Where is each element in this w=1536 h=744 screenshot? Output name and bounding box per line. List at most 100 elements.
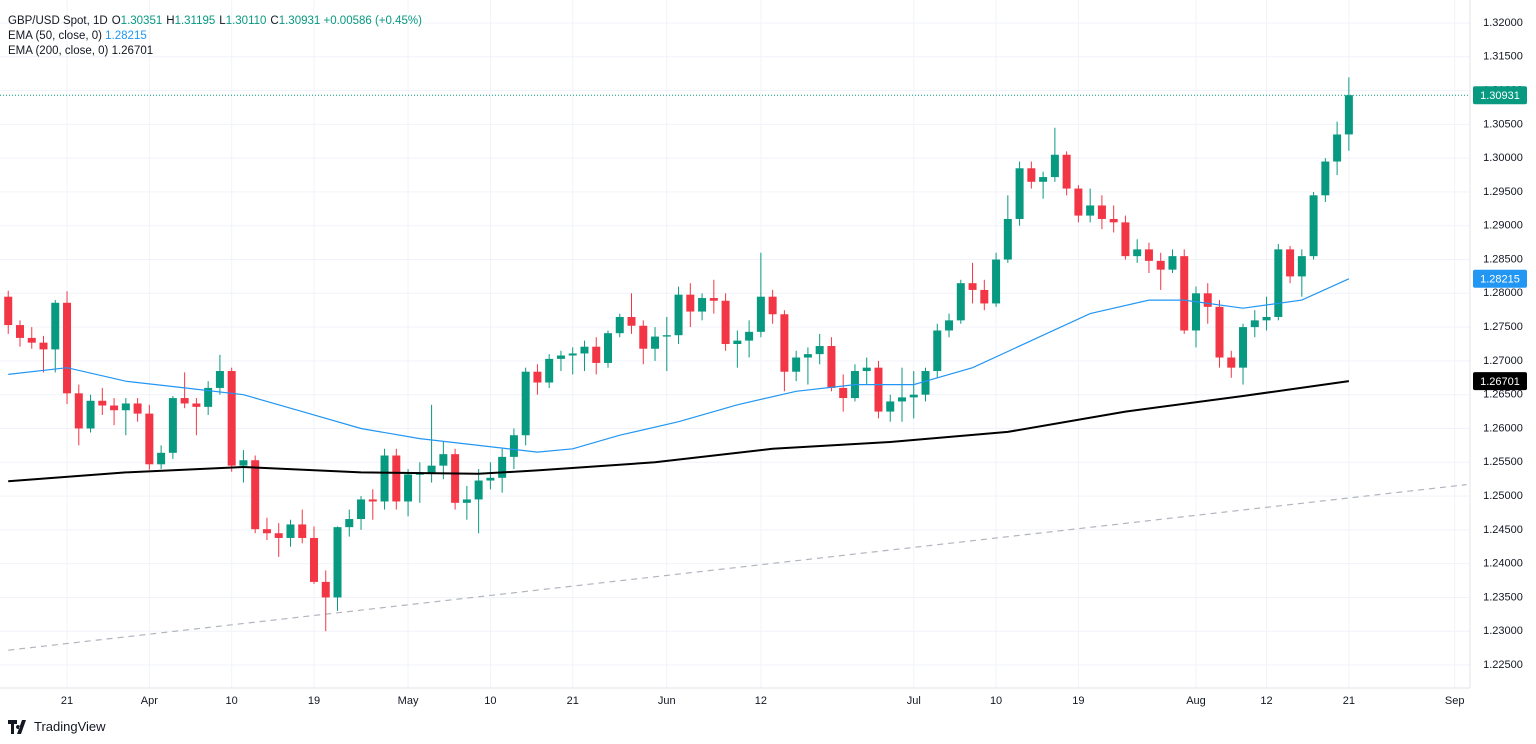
candle-body: [486, 477, 495, 481]
legend-ema-50: EMA (50, close, 0) 1.28215: [8, 29, 422, 44]
x-tick-label: 10: [990, 695, 1002, 707]
y-tick-label: 1.25000: [1483, 490, 1523, 502]
ohlc-value: 1.31195: [174, 15, 216, 27]
ema-badge: [1473, 269, 1527, 288]
change: +0.00586 (+0.45%): [323, 15, 422, 27]
y-tick-label: 1.29000: [1483, 220, 1523, 232]
candle-body: [157, 452, 166, 465]
candle-body: [1297, 256, 1306, 277]
candle-body: [345, 519, 354, 528]
x-tick-label: Jun: [658, 695, 676, 707]
price-badge-label: 1.30931: [1480, 90, 1520, 102]
candle-body: [1144, 249, 1153, 261]
ohlc-key: C: [270, 15, 279, 27]
candle-body: [86, 400, 95, 429]
candle-body: [1227, 357, 1236, 368]
x-tick-label: May: [398, 695, 419, 707]
ohlc-key: O: [111, 15, 121, 27]
candle-body: [239, 460, 248, 466]
candle-body: [756, 296, 765, 332]
candle-body: [180, 398, 189, 404]
candle-body: [862, 367, 871, 372]
candle-body: [251, 460, 260, 530]
candle-body: [474, 480, 483, 500]
candle-body: [651, 336, 660, 349]
y-tick-label: 1.23500: [1483, 591, 1523, 603]
y-tick-label: 1.25500: [1483, 456, 1523, 468]
ema-line: [8, 380, 1350, 483]
candle-body: [1215, 306, 1224, 358]
candle-body: [39, 342, 48, 350]
legend: GBP/USD Spot, 1D O1.30351 H1.31195 L1.30110…: [8, 14, 422, 59]
y-tick-label: 1.30500: [1483, 118, 1523, 130]
x-tick-label: 10: [226, 695, 238, 707]
candle-body: [215, 371, 224, 388]
candle-body: [933, 330, 942, 372]
candle-body: [1321, 161, 1330, 196]
candle-body: [662, 335, 671, 337]
candle-body: [1274, 249, 1283, 317]
candle-body: [121, 403, 130, 411]
candle-body: [886, 401, 895, 412]
candle-body: [309, 537, 318, 582]
candle-body: [745, 331, 754, 341]
candle-body: [545, 358, 554, 383]
candle-body: [792, 357, 801, 372]
candle-body: [404, 474, 413, 502]
candle-body: [192, 403, 201, 407]
candle-body: [1027, 168, 1036, 182]
y-tick-label: 1.30000: [1483, 152, 1523, 164]
candle-body: [956, 283, 965, 321]
candle-body: [1203, 293, 1212, 307]
y-tick-label: 1.32000: [1483, 17, 1523, 29]
symbol: GBP/USD Spot, 1D: [8, 15, 108, 27]
ema-name: EMA (50, close, 0): [8, 30, 102, 42]
candle-body: [803, 354, 812, 358]
candle-body: [686, 294, 695, 312]
candle-body: [603, 333, 612, 363]
candle-body: [627, 316, 636, 326]
ema-line: [8, 278, 1350, 453]
candle-body: [27, 337, 36, 343]
x-tick-label: 19: [308, 695, 320, 707]
candle-body: [286, 524, 295, 538]
y-tick-label: 1.23000: [1483, 625, 1523, 637]
ohlc-value: 1.30110: [225, 15, 267, 27]
candle-body: [674, 294, 683, 336]
candle-body: [262, 529, 271, 534]
candle-body: [1239, 327, 1248, 368]
candle-body: [992, 259, 1001, 304]
y-tick-label: 1.27500: [1483, 321, 1523, 333]
candle-body: [15, 325, 24, 338]
candle-body: [897, 397, 906, 402]
candle-body: [1121, 222, 1130, 257]
candle-body: [1015, 168, 1024, 219]
candle-body: [380, 455, 389, 502]
candle-body: [133, 403, 142, 414]
candle-body: [533, 371, 542, 383]
x-tick-label: 10: [484, 695, 496, 707]
y-tick-label: 1.31500: [1483, 51, 1523, 63]
candle-body: [1097, 205, 1106, 219]
candle-body: [509, 435, 518, 457]
ema-badge-label: 1.26701: [1480, 376, 1520, 388]
candle-body: [98, 400, 107, 406]
candle-body: [1074, 188, 1083, 216]
candle-body: [1039, 177, 1048, 182]
candle-body: [110, 405, 119, 411]
candle-body: [1180, 256, 1189, 331]
y-tick-label: 1.24000: [1483, 558, 1523, 570]
candle-body: [1309, 195, 1318, 257]
candle-body: [415, 473, 424, 475]
candle-body: [639, 325, 648, 349]
candle-body: [1062, 154, 1071, 189]
brand-logo: [8, 719, 26, 734]
ohlc-value: 1.30931: [278, 15, 321, 27]
x-tick-label: Sep: [1445, 695, 1465, 707]
brand: TradingView: [8, 719, 106, 734]
ohlc: O1.30351 H1.31195 L1.30110 C1.30931: [108, 15, 321, 27]
candle-body: [521, 371, 530, 436]
trend-line: [8, 484, 1467, 651]
candle-body: [556, 355, 565, 359]
